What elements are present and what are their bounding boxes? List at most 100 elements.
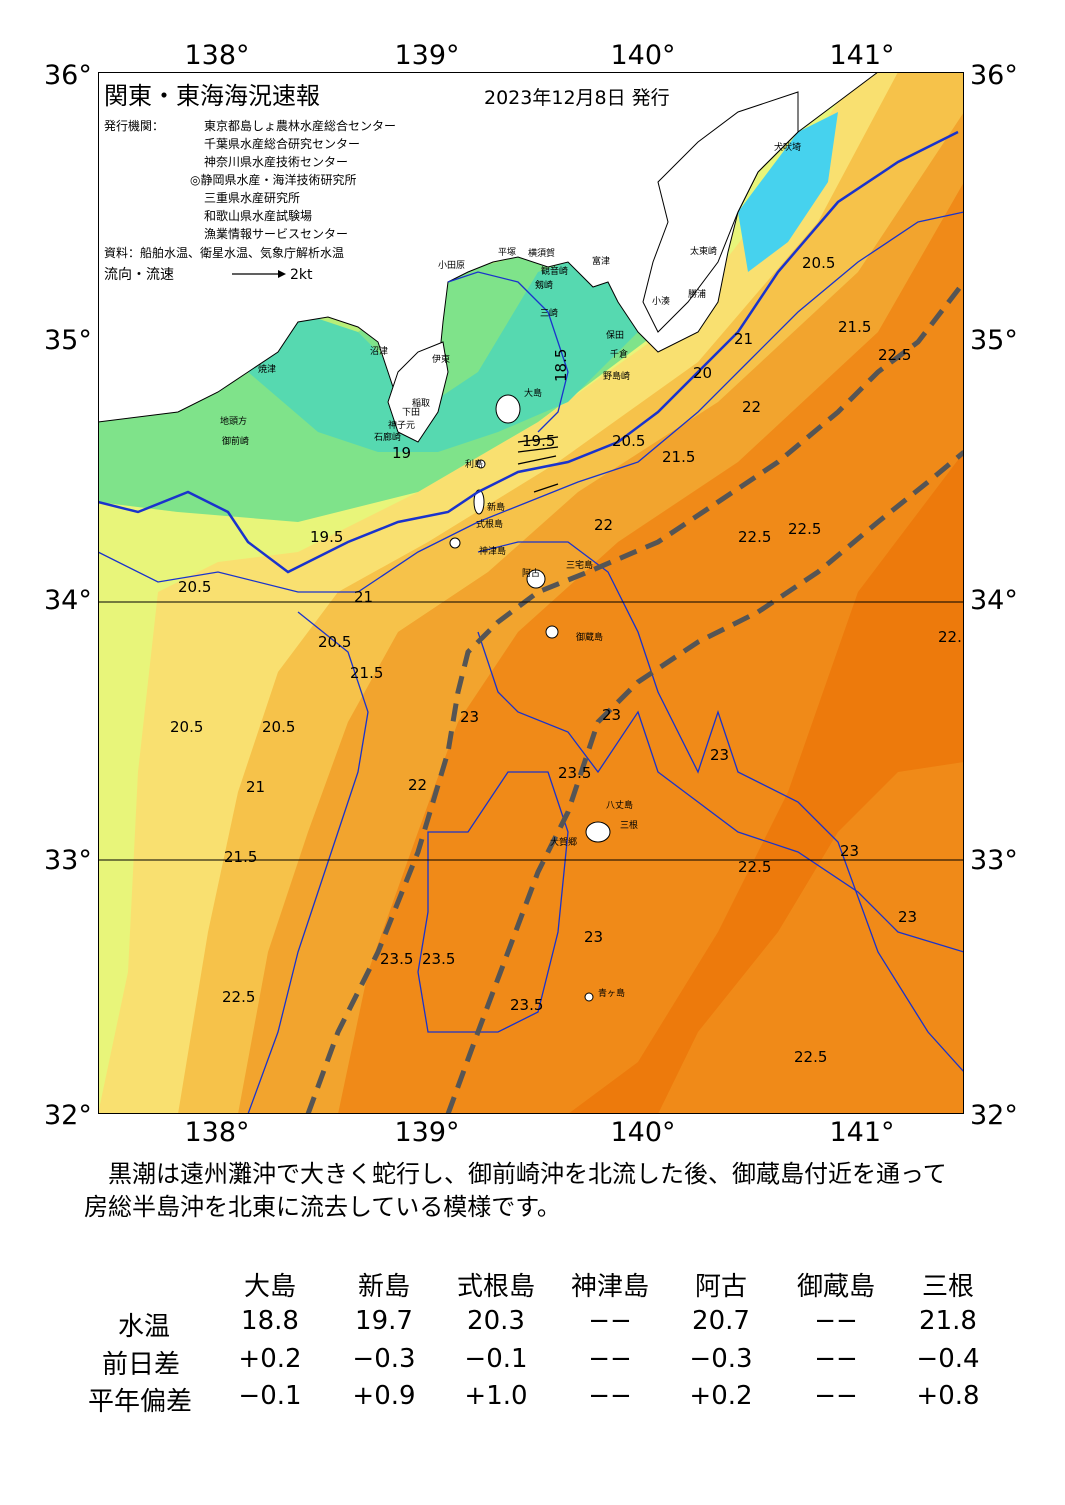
isotherm-20 — [98, 130, 959, 574]
place-futtsu: 富津 — [592, 255, 610, 267]
grid — [98, 601, 964, 861]
contour-label-19-5-a: 19.5 — [522, 432, 555, 450]
contour-label-23-d: 23 — [898, 908, 917, 926]
table-cell: +0.8 — [916, 1381, 980, 1411]
data-source: 資料：船舶水温、衛星水温、気象庁解析水温 — [104, 245, 344, 260]
sea-kashima-coast — [738, 112, 838, 272]
table-cell: −− — [814, 1344, 858, 1374]
contour-label-22-b: 22 — [742, 398, 761, 416]
row-label-normal-diff: 平年偏差 — [88, 1387, 193, 1417]
place-kannonzaki: 観音崎 — [541, 265, 568, 277]
lat-label-33-left: 33° — [44, 845, 92, 876]
place-shimoda: 下田 — [402, 407, 420, 418]
place-mitsune: 三根 — [620, 819, 638, 831]
publisher-4: ◎静岡県水産・海洋技術研究所 — [190, 172, 356, 187]
place-odawara: 小田原 — [438, 260, 465, 271]
contour-label-22-5-g: 22.5 — [938, 628, 964, 646]
table-cell: −0.1 — [464, 1344, 528, 1374]
sea-19-zone — [248, 252, 648, 452]
sea-temperature-map: 関東・東海海況速報 2023年12月8日 発行 発行機関： 東京都島しょ農林水産… — [98, 72, 964, 1114]
kuroshio-offshore — [445, 450, 964, 1114]
lat-label-34-right: 34° — [970, 585, 1018, 616]
contour-label-21-5-d: 21.5 — [224, 848, 257, 866]
place-numazu: 沼津 — [370, 346, 388, 357]
contour-label-22-5-b: 22.5 — [738, 528, 771, 546]
contour-label-23-e: 23 — [584, 928, 603, 946]
lon-label-139-bottom: 139° — [394, 1117, 460, 1148]
sea-22-5-east — [658, 762, 964, 1114]
isotherm-21 — [98, 211, 964, 593]
island-aogashima — [584, 992, 594, 1002]
table-cell: −0.4 — [916, 1344, 980, 1374]
place-jizogata: 地頭方 — [220, 415, 247, 427]
contour-label-20-5-c: 20.5 — [178, 578, 211, 596]
land-boso — [642, 91, 799, 333]
table-cell: −0.3 — [352, 1344, 416, 1374]
place-inatori: 稲取 — [412, 397, 430, 409]
isotherm-23-5 — [417, 771, 569, 1033]
contour-label-22-c: 22 — [408, 776, 427, 794]
lon-label-138-bottom: 138° — [184, 1117, 250, 1148]
publisher-1: 東京都島しょ農林水産総合センター — [204, 118, 396, 133]
place-shikinejima: 式根島 — [476, 518, 503, 530]
table-cell: 19.7 — [355, 1306, 413, 1336]
island-mikurajima — [545, 625, 559, 639]
lon-label-140-top: 140° — [610, 40, 676, 71]
place-miyakejima: 三宅島 — [566, 559, 593, 571]
isotherm-22 — [247, 541, 964, 1114]
table-cell: −− — [588, 1344, 632, 1374]
lat-label-36-right: 36° — [970, 60, 1018, 91]
contour-label-18-5: 18.5 — [552, 349, 570, 382]
isotherm-18-5 — [447, 271, 569, 433]
place-okago: 大賀郷 — [550, 836, 577, 848]
table-header-mikurajima: 御蔵島 — [796, 1272, 876, 1302]
place-oshima: 大島 — [524, 387, 542, 399]
place-taitomisaki: 太東崎 — [690, 245, 717, 257]
row-label-water-temp: 水温 — [118, 1312, 171, 1342]
table-header-oshima: 大島 — [243, 1272, 297, 1302]
current-scale-value: 2kt — [290, 267, 313, 283]
contour-label-21-c: 21 — [246, 778, 265, 796]
place-kozushima: 神津島 — [479, 545, 506, 557]
table-cell: −0.1 — [238, 1381, 302, 1411]
place-ako: 阿古 — [522, 567, 540, 579]
current-arrows — [517, 436, 559, 493]
contour-label-22-5-f: 22.5 — [222, 988, 255, 1006]
current-legend-label: 流向・流速 — [104, 267, 174, 283]
contour-label-21-5-b: 21.5 — [838, 318, 871, 336]
contour-label-20-5-d: 20.5 — [170, 718, 203, 736]
table-cell: −− — [588, 1381, 632, 1411]
lat-label-36-left: 36° — [44, 60, 92, 91]
table-cell: +0.2 — [238, 1344, 302, 1374]
table-cell: +0.9 — [352, 1381, 416, 1411]
place-irozaki: 石廊崎 — [374, 431, 401, 443]
place-hachijojima: 八丈島 — [606, 799, 633, 811]
current-scale-arrowhead — [278, 270, 286, 278]
lon-label-141-bottom: 141° — [829, 1117, 895, 1148]
table-cell: +1.0 — [464, 1381, 528, 1411]
lat-label-32-left: 32° — [44, 1100, 92, 1131]
table-header-ako: 阿古 — [694, 1272, 748, 1302]
map-date: 2023年12月8日 発行 — [484, 87, 670, 109]
isotherm-23 — [477, 631, 964, 953]
lon-label-138-top: 138° — [184, 40, 250, 71]
table-header-mitsune: 三根 — [921, 1272, 975, 1302]
contour-label-20-5-b: 20.5 — [802, 254, 835, 272]
contour-label-21-5-c: 21.5 — [350, 664, 383, 682]
table-cell: −− — [814, 1306, 858, 1336]
contour-label-19: 19 — [392, 444, 411, 462]
contour-label-20-5-e: 20.5 — [262, 718, 295, 736]
place-toshima: 利島 — [465, 458, 483, 470]
lat-label-34-left: 34° — [44, 585, 92, 616]
contour-label-22-5-a: 22.5 — [878, 346, 911, 364]
publisher-5: 三重県水産研究所 — [204, 190, 300, 205]
contour-label-22-5-c: 22.5 — [788, 520, 821, 538]
contour-label-21-b: 21 — [354, 588, 373, 606]
contour-label-23-5-c: 23.5 — [422, 950, 455, 968]
place-inubozaki: 犬吠埼 — [774, 141, 801, 153]
publisher-label: 発行機関： — [104, 118, 164, 133]
contour-label-23-5-a: 23.5 — [558, 764, 591, 782]
publisher-2: 千葉県水産総合研究センター — [204, 136, 360, 151]
place-mikomoto: 神子元 — [388, 419, 415, 431]
place-ito: 伊東 — [432, 353, 450, 365]
